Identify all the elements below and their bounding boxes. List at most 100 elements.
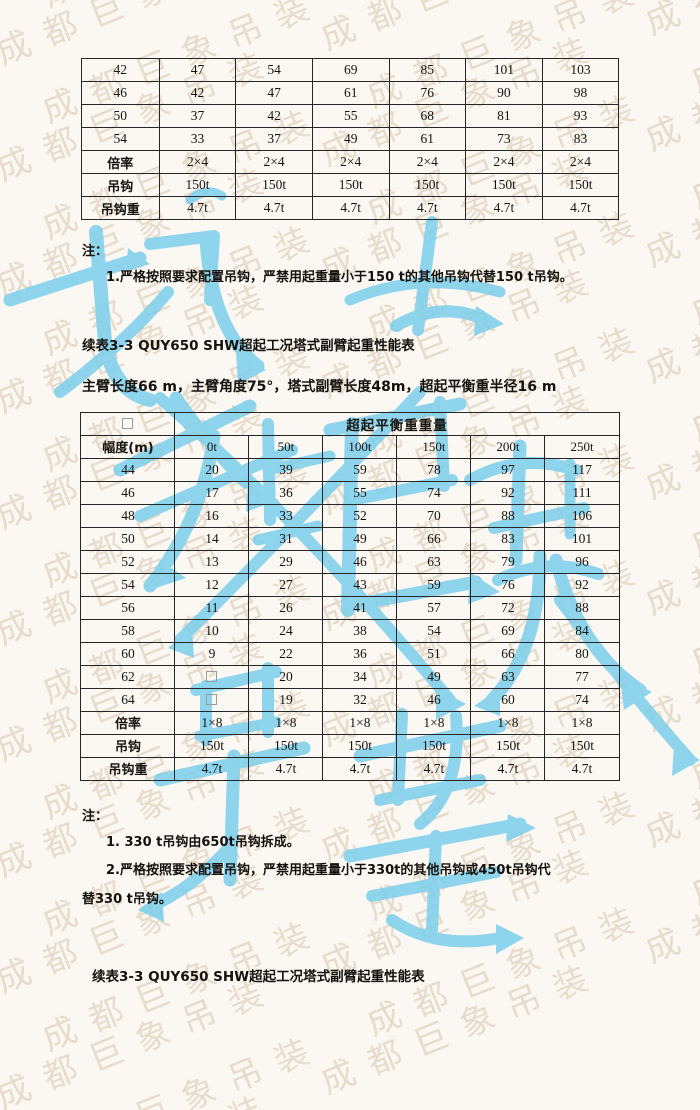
table-cell: 14	[174, 526, 250, 551]
table-cell: 27	[248, 572, 324, 597]
table-row: 64 19 32 46 60 74	[80, 687, 620, 712]
table-row-label: 64	[80, 687, 176, 712]
table-cell: 150t	[248, 733, 324, 758]
table2-header-counterweight-0t: 0t	[174, 434, 250, 459]
table-cell: 57	[396, 595, 472, 620]
table-cell: 47	[158, 58, 237, 82]
table-cell: 54	[235, 58, 313, 82]
table2-title: 续表3-3 QUY650 SHW超起工况塔式副臂起重性能表	[82, 337, 415, 354]
table-row: 58 10 24 38 54 69 84	[80, 618, 620, 643]
table2-body: 44 20 39 59 78 97 117 46 17 36 55 74 92 111 48 16 33 52 70…	[80, 457, 620, 781]
table-cell: 4.7t	[396, 756, 472, 781]
table-cell: 37	[235, 127, 313, 151]
table-cell	[174, 687, 250, 712]
table-cell: 150t	[158, 173, 237, 197]
table-crane-performance-continued: 42 47 54 69 85 101 103 46 42 47 61 76 90 98 50 37 42 55 68…	[80, 58, 620, 220]
table-cell: 1×8	[544, 710, 620, 735]
table-cell: 20	[174, 457, 250, 482]
table-cell: 88	[544, 595, 620, 620]
table-cell: 19	[248, 687, 324, 712]
table-cell: 66	[396, 526, 472, 551]
table-cell: 78	[396, 457, 472, 482]
table-cell: 150t	[465, 173, 543, 197]
table-cell: 4.7t	[470, 756, 546, 781]
table-row: 46 42 47 61 76 90 98	[80, 81, 620, 105]
table-cell: 83	[470, 526, 546, 551]
table-row-label: 54	[80, 127, 160, 151]
table-cell: 38	[322, 618, 398, 643]
table-cell: 101	[465, 58, 543, 82]
table-cell: 4.7t	[541, 196, 620, 220]
table-cell: 70	[396, 503, 472, 528]
table-cell: 2×4	[311, 150, 390, 174]
table-cell: 66	[470, 641, 546, 666]
table-cell: 49	[396, 664, 472, 689]
table-cell: 49	[311, 127, 390, 151]
table-row: 吊钩重 4.7t 4.7t 4.7t 4.7t 4.7t 4.7t	[80, 196, 620, 220]
table-row-label: 44	[80, 457, 176, 482]
table-cell: 4.7t	[235, 196, 313, 220]
table2-head: 超起平衡重重量 幅度(m) 0t 50t 100t 150t 200t 250t	[80, 411, 620, 459]
table-cell: 59	[396, 572, 472, 597]
table2-group-header-row: 超起平衡重重量	[80, 411, 620, 436]
table-cell: 46	[396, 687, 472, 712]
table-row: 56 11 26 41 57 72 88	[80, 595, 620, 620]
table-cell: 43	[322, 572, 398, 597]
table-cell: 1×8	[322, 710, 398, 735]
table2-corner-cell	[80, 411, 176, 436]
table2-column-header-row: 幅度(m) 0t 50t 100t 150t 200t 250t	[80, 434, 620, 459]
table-supplift-tower-jib-performance: 超起平衡重重量 幅度(m) 0t 50t 100t 150t 200t 250t 44 20 3…	[80, 411, 620, 781]
table-row-label: 46	[80, 81, 160, 105]
table-cell: 33	[158, 127, 237, 151]
table-cell: 68	[388, 104, 467, 128]
table-cell: 90	[465, 81, 543, 105]
table-cell: 2×4	[465, 150, 543, 174]
table-cell: 81	[465, 104, 543, 128]
table-cell: 88	[470, 503, 546, 528]
table-row-label: 46	[80, 480, 176, 505]
table-row-label: 60	[80, 641, 176, 666]
table-cell: 39	[248, 457, 324, 482]
table-cell: 92	[544, 572, 620, 597]
table-cell: 55	[322, 480, 398, 505]
table2-header-counterweight-100t: 100t	[322, 434, 398, 459]
table-cell: 12	[174, 572, 250, 597]
table-cell: 150t	[541, 173, 620, 197]
table-cell: 32	[322, 687, 398, 712]
note1-heading: 注：	[82, 244, 109, 259]
table-cell: 29	[248, 549, 324, 574]
table-row: 吊钩 150t 150t 150t 150t 150t 150t	[80, 173, 620, 197]
table-cell: 83	[541, 127, 620, 151]
table-row-label: 54	[80, 572, 176, 597]
table-cell: 52	[322, 503, 398, 528]
table-cell: 34	[322, 664, 398, 689]
table-cell: 2×4	[388, 150, 467, 174]
table-cell: 103	[541, 58, 620, 82]
table-cell: 13	[174, 549, 250, 574]
table-cell: 150t	[322, 733, 398, 758]
table-cell: 77	[544, 664, 620, 689]
table-cell: 2×4	[235, 150, 313, 174]
table-cell: 16	[174, 503, 250, 528]
table-row-label: 42	[80, 58, 160, 82]
table-cell: 73	[465, 127, 543, 151]
table-cell: 4.7t	[311, 196, 390, 220]
table-cell: 31	[248, 526, 324, 551]
table-cell: 24	[248, 618, 324, 643]
table-cell: 150t	[396, 733, 472, 758]
table-cell: 11	[174, 595, 250, 620]
table-cell: 20	[248, 664, 324, 689]
table-cell: 46	[322, 549, 398, 574]
table-row-label: 52	[80, 549, 176, 574]
table-row: 50 14 31 49 66 83 101	[80, 526, 620, 551]
table-row: 54 33 37 49 61 73 83	[80, 127, 620, 151]
table2-group-header: 超起平衡重重量	[174, 411, 620, 436]
table-cell: 4.7t	[248, 756, 324, 781]
table-cell: 76	[470, 572, 546, 597]
table-row: 吊钩重 4.7t 4.7t 4.7t 4.7t 4.7t 4.7t	[80, 756, 620, 781]
table-cell: 74	[544, 687, 620, 712]
table-row-label: 吊钩	[80, 733, 176, 758]
note2-item-1: 1. 330 t吊钩由650t吊钩拆成。	[106, 834, 300, 850]
table-row-label: 48	[80, 503, 176, 528]
table-cell: 150t	[311, 173, 390, 197]
